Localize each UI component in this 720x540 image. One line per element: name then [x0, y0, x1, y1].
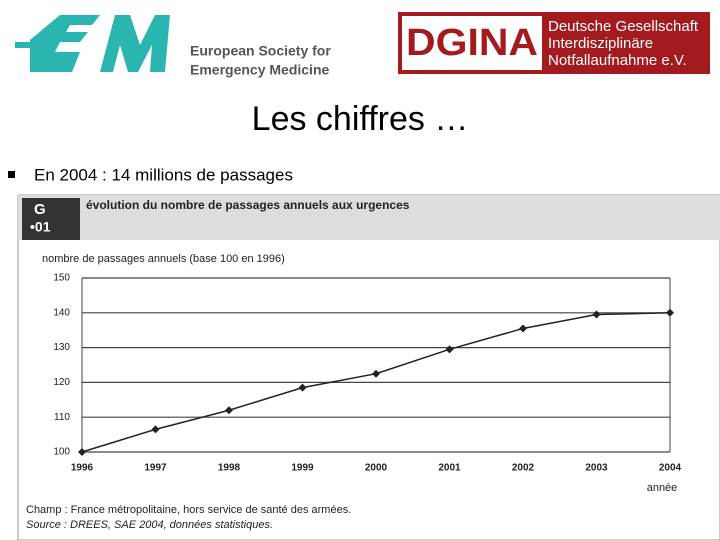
- dgina-logo: DGINA Deutsche Gesellschaft Interdiszipl…: [398, 12, 710, 74]
- eusem-name: Emergency Medicine: [190, 62, 329, 78]
- y-tick-label: 130: [53, 342, 70, 353]
- y-axis-label: nombre de passages annuels (base 100 en …: [42, 253, 285, 265]
- y-tick-label: 140: [53, 307, 70, 318]
- y-tick-label: 100: [53, 447, 70, 458]
- x-tick-label: 2001: [438, 463, 461, 474]
- y-tick-label: 120: [53, 377, 70, 388]
- logo-shape: [30, 15, 100, 72]
- chart-header: [18, 195, 720, 240]
- dgina-text: DGINA: [406, 22, 538, 64]
- bullet-text: En 2004 : 14 millions de passages: [34, 165, 293, 184]
- x-tick-label: 1999: [291, 463, 314, 474]
- dgina-name: Interdisziplinäre: [548, 35, 653, 52]
- logo-box: [402, 16, 542, 70]
- logo-shape: [15, 42, 45, 48]
- dgina-name: Notfallaufnahme e.V.: [548, 52, 687, 69]
- chart-image: G •01 évolution du nombre de passages an…: [17, 194, 720, 540]
- note: Champ : France métropolitaine, hors serv…: [26, 504, 351, 516]
- data-point: [78, 448, 86, 456]
- data-point: [151, 425, 160, 434]
- data-point: [519, 324, 527, 333]
- x-tick-label: 1997: [144, 463, 167, 474]
- x-tick-label: 1998: [218, 463, 241, 474]
- chart-frame: [17, 194, 720, 540]
- badge-text: G: [34, 201, 46, 218]
- eusem-name: European Society for: [190, 43, 331, 59]
- chart-title: évolution du nombre de passages annuels …: [86, 198, 410, 212]
- logo-shape: [100, 15, 170, 72]
- data-point: [445, 345, 454, 354]
- x-tick-label: 2002: [512, 463, 535, 474]
- y-tick-label: 110: [54, 412, 70, 423]
- y-tick-label: 150: [53, 273, 70, 284]
- x-axis-label: année: [647, 482, 678, 494]
- dgina-name: Deutsche Gesellschaft: [548, 18, 699, 35]
- note: Source : DREES, SAE 2004, données statis…: [26, 519, 273, 531]
- data-point: [298, 383, 307, 392]
- bullet-marker: [8, 171, 15, 178]
- badge-text: •01: [30, 219, 51, 235]
- data-point: [592, 310, 601, 319]
- badge: [22, 198, 80, 240]
- x-tick-label: 2000: [365, 463, 388, 474]
- x-tick-label: 2003: [585, 463, 608, 474]
- slide-title: Les chiffres …: [252, 100, 469, 138]
- x-tick-label: 2004: [659, 463, 682, 474]
- x-tick-label: 1996: [71, 463, 94, 474]
- data-point: [225, 406, 233, 415]
- eusem-logo: European Society for Emergency Medicine: [15, 15, 331, 78]
- data-point: [372, 369, 380, 378]
- data-point: [666, 308, 674, 317]
